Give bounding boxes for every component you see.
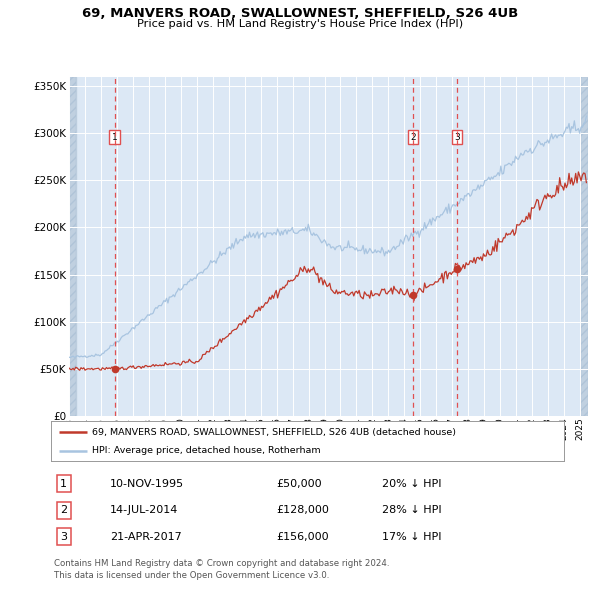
Text: 2: 2 — [410, 133, 416, 142]
Text: Price paid vs. HM Land Registry's House Price Index (HPI): Price paid vs. HM Land Registry's House … — [137, 19, 463, 30]
Text: 69, MANVERS ROAD, SWALLOWNEST, SHEFFIELD, S26 4UB (detached house): 69, MANVERS ROAD, SWALLOWNEST, SHEFFIELD… — [92, 428, 456, 437]
Text: 21-APR-2017: 21-APR-2017 — [110, 532, 182, 542]
Text: Contains HM Land Registry data © Crown copyright and database right 2024.
This d: Contains HM Land Registry data © Crown c… — [54, 559, 389, 580]
Text: 3: 3 — [454, 133, 460, 142]
Text: 28% ↓ HPI: 28% ↓ HPI — [382, 506, 442, 515]
Text: 1: 1 — [112, 133, 118, 142]
Text: 2: 2 — [60, 506, 67, 515]
Text: 3: 3 — [61, 532, 67, 542]
Text: 1: 1 — [61, 479, 67, 489]
Bar — [581, 77, 588, 416]
Text: 69, MANVERS ROAD, SWALLOWNEST, SHEFFIELD, S26 4UB: 69, MANVERS ROAD, SWALLOWNEST, SHEFFIELD… — [82, 7, 518, 20]
Text: HPI: Average price, detached house, Rotherham: HPI: Average price, detached house, Roth… — [92, 446, 320, 455]
Bar — [69, 77, 76, 416]
Text: £128,000: £128,000 — [277, 506, 329, 515]
Text: 17% ↓ HPI: 17% ↓ HPI — [382, 532, 442, 542]
Bar — [69, 77, 76, 416]
Text: £156,000: £156,000 — [277, 532, 329, 542]
Text: £50,000: £50,000 — [277, 479, 322, 489]
Text: 14-JUL-2014: 14-JUL-2014 — [110, 506, 178, 515]
Text: 10-NOV-1995: 10-NOV-1995 — [110, 479, 184, 489]
Text: 20% ↓ HPI: 20% ↓ HPI — [382, 479, 442, 489]
Bar — [581, 77, 588, 416]
